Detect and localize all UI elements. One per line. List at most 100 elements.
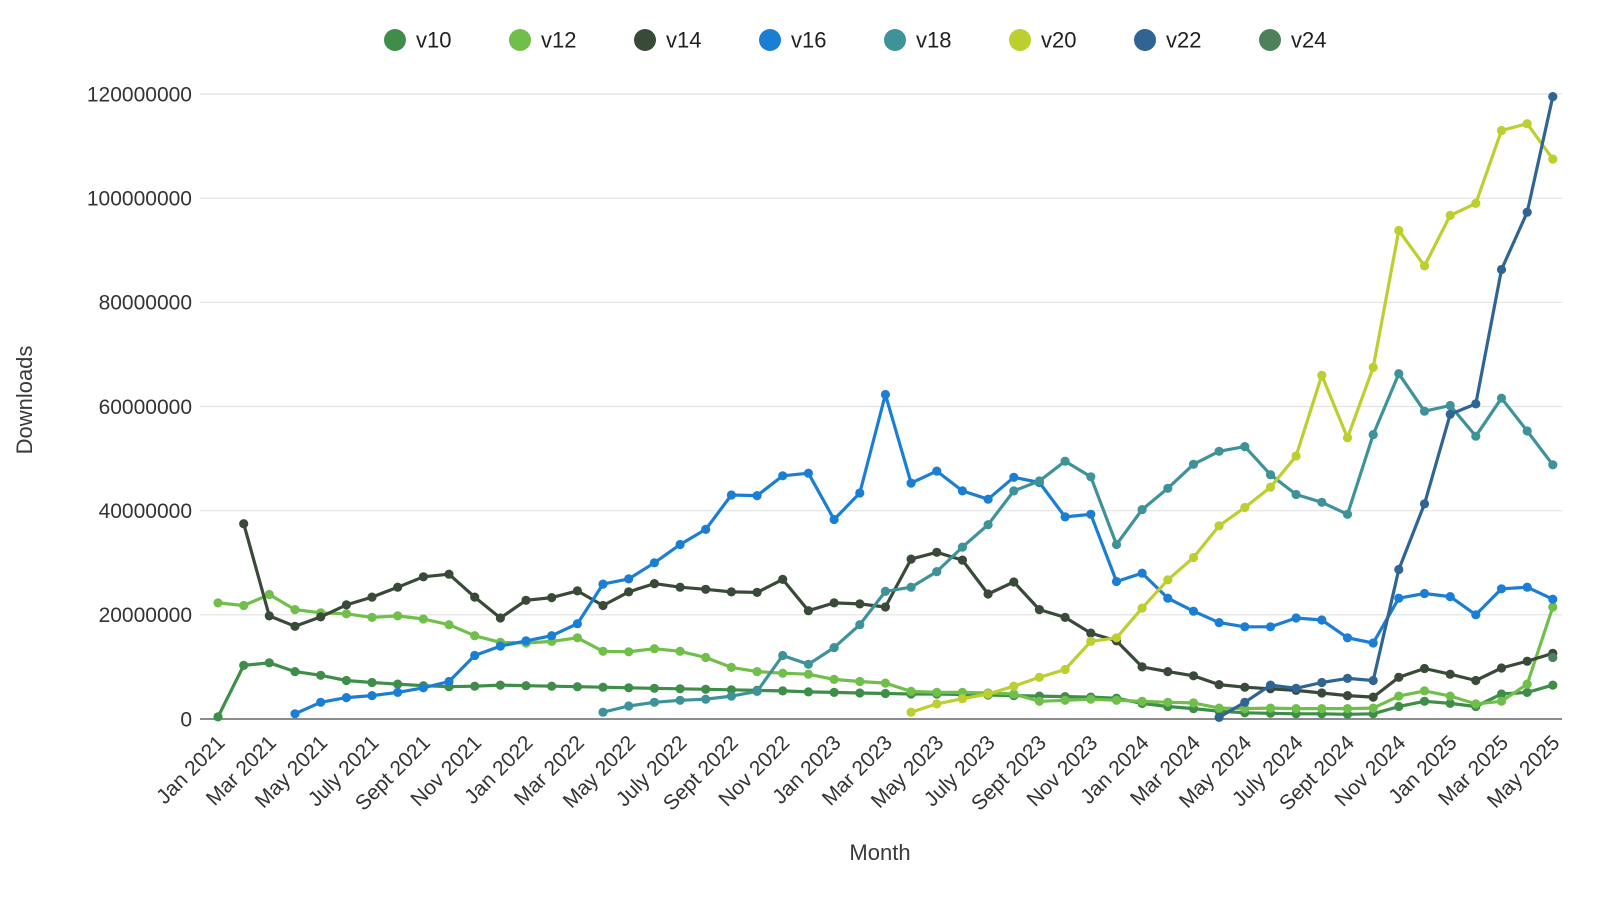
data-point-v18 xyxy=(1548,460,1558,470)
data-point-v12 xyxy=(264,589,274,600)
legend-swatch-v18 xyxy=(884,29,906,51)
data-point-v16 xyxy=(803,468,814,478)
data-point-v10 xyxy=(1445,698,1455,709)
data-point-v14 xyxy=(1471,675,1481,686)
data-point-v18 xyxy=(880,586,891,597)
data-point-v22 xyxy=(1368,675,1378,686)
data-point-v14 xyxy=(1419,663,1430,674)
data-point-v16 xyxy=(726,490,737,500)
data-point-v16 xyxy=(495,641,505,651)
legend-swatch-v14 xyxy=(634,29,656,51)
data-point-v16 xyxy=(1368,638,1378,648)
data-point-v22 xyxy=(1548,92,1558,102)
x-axis-title: Month xyxy=(849,840,910,865)
data-point-v14 xyxy=(264,611,274,621)
legend-item-v22[interactable]: v22 xyxy=(1134,28,1201,53)
data-point-v14 xyxy=(367,592,377,602)
data-point-v22 xyxy=(1419,499,1430,509)
data-point-v18 xyxy=(1009,486,1019,496)
data-point-v16 xyxy=(1111,576,1122,587)
data-point-v16 xyxy=(1317,615,1327,625)
data-point-v20 xyxy=(1342,433,1353,443)
data-point-v18 xyxy=(906,582,916,592)
legend-item-v16[interactable]: v16 xyxy=(759,28,826,53)
data-point-v18 xyxy=(726,691,737,701)
data-point-v14 xyxy=(624,587,634,597)
data-point-v18 xyxy=(1163,483,1173,493)
data-point-v18 xyxy=(624,701,634,711)
data-point-v24 xyxy=(1548,652,1558,663)
data-point-v18 xyxy=(1394,369,1404,379)
data-point-v20 xyxy=(906,707,916,717)
data-point-v20 xyxy=(1214,521,1224,531)
legend-item-v10[interactable]: v10 xyxy=(384,28,451,53)
legend-label-v12: v12 xyxy=(541,28,576,53)
data-point-v20 xyxy=(1086,636,1096,647)
data-point-v20 xyxy=(1419,261,1430,271)
data-point-v10 xyxy=(547,681,557,691)
data-point-v10 xyxy=(290,667,300,677)
legend-swatch-v12 xyxy=(509,29,531,51)
data-point-v20 xyxy=(932,699,942,709)
data-point-v16 xyxy=(418,683,428,693)
data-point-v14 xyxy=(675,582,685,592)
data-point-v12 xyxy=(444,620,454,630)
legend-item-v18[interactable]: v18 xyxy=(884,28,951,53)
data-point-v16 xyxy=(649,558,660,568)
y-axis-tick-labels: 0 20000000 40000000 60000000 80000000 1000000… xyxy=(87,83,192,731)
data-point-v18 xyxy=(1111,539,1122,550)
series-v22 xyxy=(1214,92,1558,723)
data-point-v12 xyxy=(675,646,685,656)
data-point-v10 xyxy=(778,686,788,696)
data-point-v12 xyxy=(906,686,916,697)
data-point-v10 xyxy=(393,679,403,689)
data-point-v14 xyxy=(1060,612,1070,623)
data-point-v10 xyxy=(598,682,608,692)
legend-item-v24[interactable]: v24 xyxy=(1259,28,1326,53)
data-point-v16 xyxy=(1086,509,1096,519)
series-v16 xyxy=(290,389,1558,719)
data-point-v16 xyxy=(880,389,891,400)
legend-item-v20[interactable]: v20 xyxy=(1009,28,1076,53)
data-point-v18 xyxy=(1086,472,1096,482)
data-point-v12 xyxy=(726,662,737,673)
data-point-v20 xyxy=(1496,125,1507,136)
data-point-v10 xyxy=(495,680,505,690)
legend-item-v12[interactable]: v12 xyxy=(509,28,576,53)
data-point-v10 xyxy=(316,670,326,680)
data-point-v20 xyxy=(983,689,993,699)
data-point-v10 xyxy=(624,683,634,693)
data-point-v12 xyxy=(1163,697,1173,707)
data-point-v14 xyxy=(1342,691,1353,701)
data-point-v12 xyxy=(598,646,608,656)
data-point-v12 xyxy=(855,676,865,687)
series-line-v18 xyxy=(601,372,1555,714)
data-point-v12 xyxy=(393,611,403,621)
data-point-v14 xyxy=(239,519,249,529)
data-point-v12 xyxy=(829,674,839,685)
data-point-v12 xyxy=(1214,703,1224,713)
legend-item-v14[interactable]: v14 xyxy=(634,28,701,53)
data-point-v16 xyxy=(1060,512,1070,522)
data-point-v16 xyxy=(1214,618,1224,628)
data-point-v12 xyxy=(1522,679,1532,689)
data-point-v12 xyxy=(367,612,377,623)
data-point-v18 xyxy=(983,520,993,530)
data-point-v16 xyxy=(444,676,454,687)
data-point-v14 xyxy=(1163,667,1173,677)
data-point-v18 xyxy=(1034,476,1044,486)
series-v14 xyxy=(239,519,1558,702)
data-point-v16 xyxy=(1137,568,1147,578)
chart-legend: v10 v12 v14 v16 v18 v20 v22 v24 xyxy=(384,28,1326,53)
data-point-v22 xyxy=(1291,683,1301,693)
data-point-v14 xyxy=(829,598,839,608)
data-point-v18 xyxy=(1240,442,1250,452)
data-point-v16 xyxy=(367,691,377,701)
data-point-v14 xyxy=(1496,663,1507,673)
data-point-v10 xyxy=(803,687,814,697)
data-point-v12 xyxy=(649,644,660,654)
data-point-v16 xyxy=(778,471,788,481)
y-axis-title: Downloads xyxy=(12,346,37,455)
